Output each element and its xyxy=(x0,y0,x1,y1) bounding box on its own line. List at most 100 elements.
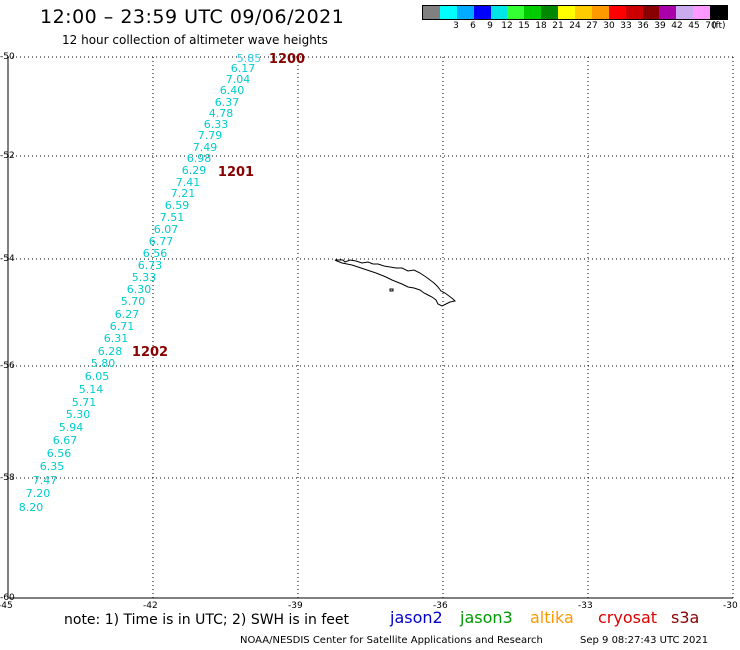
legend-label: 21 xyxy=(552,21,564,31)
swh-value: 6.67 xyxy=(53,434,78,447)
latitude-label: -54 xyxy=(0,254,15,264)
swh-value: 6.07 xyxy=(154,223,179,236)
latitude-label: -50 xyxy=(0,52,15,62)
swh-value: 5.85 xyxy=(237,52,262,65)
legend-swatch-7 xyxy=(541,6,559,19)
legend-swatch-10 xyxy=(591,6,609,19)
longitude-label: -39 xyxy=(288,601,303,611)
satellite-s3a: s3a xyxy=(671,608,700,627)
swh-value: 6.17 xyxy=(231,62,256,75)
generated-timestamp: Sep 9 08:27:43 UTC 2021 xyxy=(580,635,709,646)
swh-value: 6.29 xyxy=(182,164,207,177)
legend-label: 36 xyxy=(637,21,649,31)
clerke-rocks xyxy=(389,288,394,292)
legend-swatch-16 xyxy=(693,6,711,19)
swh-value: 7.79 xyxy=(198,129,223,142)
swh-value: 5.33 xyxy=(132,271,157,284)
legend-label: 24 xyxy=(569,21,581,31)
legend-label: 45 xyxy=(688,21,700,31)
footnote: note: 1) Time is in UTC; 2) SWH is in fe… xyxy=(64,612,350,628)
swh-value: 4.78 xyxy=(209,107,234,120)
swh-value: 8.20 xyxy=(19,501,44,514)
swh-value: 7.49 xyxy=(193,141,218,154)
swh-value: 6.73 xyxy=(138,259,163,272)
swh-labels: 5.856.177.046.406.374.786.337.797.496.98… xyxy=(19,52,262,514)
legend-swatch-9 xyxy=(575,6,592,19)
swh-value: 6.28 xyxy=(98,345,123,358)
legend-label: 30 xyxy=(603,21,615,31)
swh-value: 6.56 xyxy=(143,247,168,260)
legend-swatch-1 xyxy=(439,6,457,19)
swh-value: 6.33 xyxy=(204,118,229,131)
longitude-label: -30 xyxy=(723,601,738,611)
map-subtitle: 12 hour collection of altimeter wave hei… xyxy=(62,33,328,47)
legend-swatch-8 xyxy=(558,6,576,19)
legend-swatch-4 xyxy=(490,6,508,19)
swh-value: 5.80 xyxy=(91,357,116,370)
legend-label: 27 xyxy=(586,21,598,31)
map-title: 12:00 – 23:59 UTC 09/06/2021 xyxy=(40,6,345,28)
legend-label: 33 xyxy=(620,21,632,31)
swh-value: 7.21 xyxy=(171,187,196,200)
latitude-label: -52 xyxy=(0,151,15,161)
swh-value: 6.59 xyxy=(165,199,190,212)
legend-label: 3 xyxy=(453,21,459,31)
legend-label: 12 xyxy=(501,21,513,31)
time-marker: 1201 xyxy=(218,165,254,180)
south-georgia-island-coastline xyxy=(334,259,457,307)
legend-swatch-2 xyxy=(456,6,474,19)
legend-unit: (ft) xyxy=(712,21,726,31)
swh-value: 6.71 xyxy=(110,320,135,333)
longitude-label: -33 xyxy=(578,601,593,611)
swh-value: 6.35 xyxy=(40,460,65,473)
legend-swatch-15 xyxy=(676,6,694,19)
swh-value: 7.51 xyxy=(160,211,185,224)
swh-value: 6.37 xyxy=(215,96,240,109)
swh-value: 6.98 xyxy=(187,152,212,165)
legend-label: 18 xyxy=(535,21,547,31)
credit-line: NOAA/NESDIS Center for Satellite Applica… xyxy=(240,635,543,646)
latitude-label: -60 xyxy=(0,593,15,603)
swh-value: 6.05 xyxy=(85,370,110,383)
satellite-cryosat: cryosat xyxy=(598,608,658,627)
legend-swatch-14 xyxy=(659,6,677,19)
longitude-label: -36 xyxy=(433,601,448,611)
satellite-jason3: jason3 xyxy=(460,608,513,627)
swh-value: 6.77 xyxy=(149,235,174,248)
swh-value: 6.40 xyxy=(220,84,245,97)
legend-label: 15 xyxy=(518,21,530,31)
longitude-label: -45 xyxy=(0,601,13,611)
legend-label: 42 xyxy=(671,21,683,31)
swh-value: 6.56 xyxy=(47,447,72,460)
swh-value: 7.47 xyxy=(33,474,58,487)
legend-swatch-13 xyxy=(642,6,660,19)
swh-value: 6.30 xyxy=(127,283,152,296)
swh-value: 5.94 xyxy=(59,421,84,434)
swh-value: 7.41 xyxy=(176,176,201,189)
swh-value: 6.31 xyxy=(104,332,129,345)
legend-swatch-3 xyxy=(473,6,491,19)
latitude-label: -56 xyxy=(0,361,15,371)
swh-value: 6.27 xyxy=(115,308,140,321)
satellite-jason2: jason2 xyxy=(390,608,443,627)
swh-value: 5.70 xyxy=(121,295,146,308)
legend-swatch-6 xyxy=(524,6,542,19)
time-markers: 1200 1201 1202 xyxy=(132,52,305,360)
time-marker: 1200 xyxy=(269,52,305,67)
swh-value: 5.71 xyxy=(72,396,97,409)
longitude-label: -42 xyxy=(143,601,158,611)
legend-label: 70 xyxy=(705,21,717,31)
time-marker: 1202 xyxy=(132,345,168,360)
legend-swatch-17 xyxy=(710,6,728,19)
legend-label: 6 xyxy=(470,21,476,31)
color-scale-legend xyxy=(422,5,728,20)
legend-label: 39 xyxy=(654,21,666,31)
legend-swatch-0 xyxy=(423,6,440,19)
map-grid xyxy=(7,56,734,599)
swh-value: 7.04 xyxy=(226,73,251,86)
legend-label: 9 xyxy=(487,21,493,31)
legend-swatch-5 xyxy=(507,6,525,19)
latitude-label: -58 xyxy=(0,473,15,483)
swh-value: 7.20 xyxy=(26,487,51,500)
